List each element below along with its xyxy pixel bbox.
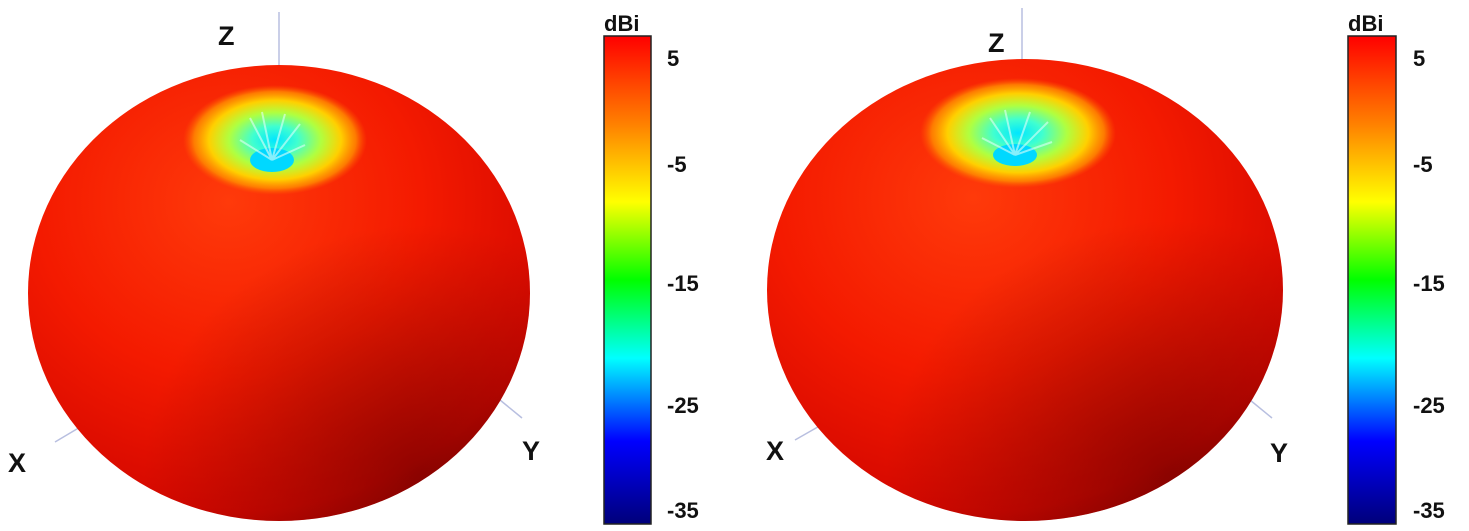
- null-dimple: [183, 85, 367, 195]
- colorbar: [603, 35, 652, 525]
- colorbar-tick: -5: [667, 152, 687, 177]
- colorbar: [1347, 35, 1397, 525]
- pattern-shading: [767, 59, 1283, 521]
- null-streaks: [239, 111, 306, 161]
- pattern-shading: [28, 65, 530, 521]
- colorbar-tick: -35: [667, 498, 699, 523]
- colorbar-tick: -15: [1413, 271, 1445, 296]
- colorbar-tick: 5: [1413, 46, 1425, 71]
- colorbar-unit: dBi: [1348, 11, 1383, 36]
- y-axis-line: [499, 399, 523, 419]
- null-streaks: [981, 109, 1053, 156]
- y-axis-label: Y: [1270, 438, 1288, 468]
- colorbar-tick: -15: [667, 271, 699, 296]
- colorbar-tick: 5: [667, 46, 679, 71]
- panel-1: Z X Y dBi 5 -5 -15 -25 -35: [8, 11, 699, 525]
- x-axis-label: X: [8, 448, 26, 478]
- z-axis-label: Z: [218, 21, 235, 51]
- y-axis-line: [1249, 399, 1273, 419]
- colorbar-tick: -25: [1413, 393, 1445, 418]
- x-axis-label: X: [766, 436, 784, 466]
- null-dimple: [920, 78, 1116, 188]
- colorbar-tick: -35: [1413, 498, 1445, 523]
- colorbar-tick: -25: [667, 393, 699, 418]
- z-axis-label: Z: [988, 28, 1005, 58]
- y-axis-label: Y: [522, 436, 540, 466]
- colorbar-tick: -5: [1413, 152, 1433, 177]
- panel-2: Z X Y dBi 5 -5 -15 -25 -35: [766, 8, 1445, 525]
- colorbar-unit: dBi: [604, 11, 639, 36]
